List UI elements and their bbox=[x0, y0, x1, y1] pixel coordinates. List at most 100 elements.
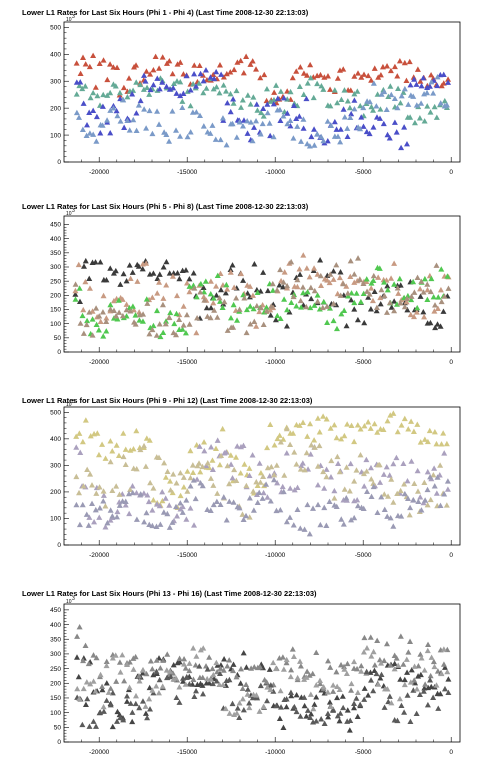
data-point bbox=[119, 296, 126, 302]
data-point bbox=[321, 720, 328, 726]
data-point bbox=[374, 637, 381, 644]
data-point bbox=[173, 675, 180, 681]
data-point bbox=[404, 495, 411, 501]
data-point bbox=[320, 468, 327, 475]
data-point bbox=[93, 490, 100, 496]
data-point bbox=[202, 278, 209, 284]
data-point bbox=[243, 664, 250, 670]
data-point bbox=[218, 452, 225, 459]
data-point bbox=[85, 522, 92, 528]
data-point bbox=[122, 446, 129, 452]
data-point bbox=[334, 75, 341, 81]
data-point bbox=[77, 320, 84, 326]
data-point bbox=[116, 502, 123, 508]
data-point bbox=[133, 516, 140, 522]
data-point bbox=[223, 517, 230, 523]
data-point bbox=[351, 306, 358, 312]
data-point bbox=[407, 638, 414, 644]
data-point bbox=[209, 457, 216, 463]
data-point bbox=[239, 511, 246, 517]
data-point bbox=[219, 115, 226, 121]
data-point bbox=[430, 658, 437, 665]
data-point bbox=[191, 522, 198, 528]
data-point bbox=[260, 321, 267, 328]
data-point bbox=[290, 135, 297, 141]
data-point bbox=[354, 502, 361, 509]
data-point bbox=[170, 471, 177, 477]
x-tick-label: -5000 bbox=[355, 749, 372, 756]
data-point bbox=[80, 483, 87, 489]
data-point bbox=[76, 521, 83, 528]
data-point bbox=[206, 654, 213, 660]
data-point bbox=[187, 447, 194, 454]
data-point bbox=[433, 262, 440, 268]
data-point bbox=[414, 488, 421, 494]
data-point bbox=[187, 483, 194, 489]
data-point bbox=[314, 131, 321, 137]
data-point bbox=[321, 504, 328, 511]
data-point bbox=[387, 83, 394, 89]
data-point bbox=[259, 120, 266, 127]
data-point bbox=[318, 716, 325, 722]
data-point bbox=[410, 93, 417, 99]
data-point bbox=[281, 472, 288, 478]
data-point bbox=[347, 258, 354, 264]
data-point bbox=[396, 695, 403, 702]
data-point bbox=[343, 494, 350, 501]
data-point bbox=[156, 321, 163, 327]
data-point bbox=[267, 686, 274, 693]
data-point bbox=[317, 680, 324, 687]
data-point bbox=[83, 132, 90, 138]
data-point bbox=[190, 80, 197, 87]
data-point bbox=[398, 422, 405, 428]
x-tick-label: -20000 bbox=[89, 359, 110, 366]
data-point bbox=[246, 465, 253, 471]
data-point bbox=[230, 324, 237, 330]
data-point bbox=[263, 304, 270, 310]
data-point bbox=[437, 100, 444, 106]
y-tick-label: 300 bbox=[50, 463, 61, 470]
data-point bbox=[197, 280, 204, 287]
data-point bbox=[86, 309, 93, 315]
data-point bbox=[86, 63, 93, 70]
data-point bbox=[310, 705, 317, 712]
data-point bbox=[366, 98, 373, 105]
data-point bbox=[320, 137, 327, 144]
data-point bbox=[278, 704, 285, 710]
data-point bbox=[383, 640, 390, 647]
data-point bbox=[190, 477, 197, 483]
data-point bbox=[74, 685, 81, 692]
data-point bbox=[94, 92, 101, 99]
data-point bbox=[370, 272, 377, 279]
y-tick-label: 400 bbox=[50, 622, 61, 629]
data-point bbox=[318, 83, 325, 89]
data-point bbox=[169, 108, 176, 114]
data-point bbox=[378, 671, 385, 678]
data-point bbox=[227, 90, 234, 97]
data-point bbox=[179, 98, 186, 104]
data-point bbox=[97, 130, 104, 136]
data-point bbox=[97, 671, 104, 678]
data-point bbox=[153, 332, 160, 338]
data-point bbox=[374, 509, 381, 516]
data-point bbox=[428, 78, 435, 85]
data-point bbox=[267, 306, 274, 313]
data-point bbox=[156, 271, 163, 277]
data-point bbox=[386, 472, 393, 478]
data-point bbox=[414, 66, 421, 72]
data-point bbox=[401, 124, 408, 130]
data-point bbox=[324, 303, 331, 309]
data-point bbox=[156, 279, 163, 285]
data-point bbox=[127, 308, 134, 314]
data-point bbox=[405, 101, 412, 107]
data-point bbox=[276, 432, 283, 438]
data-point bbox=[371, 288, 378, 294]
data-point bbox=[137, 446, 144, 453]
data-point bbox=[246, 495, 253, 501]
y-tick-label: 250 bbox=[50, 278, 61, 285]
data-point bbox=[314, 415, 321, 421]
data-point bbox=[368, 493, 375, 499]
data-point bbox=[72, 296, 79, 302]
data-point bbox=[99, 103, 106, 109]
data-point bbox=[430, 471, 437, 478]
